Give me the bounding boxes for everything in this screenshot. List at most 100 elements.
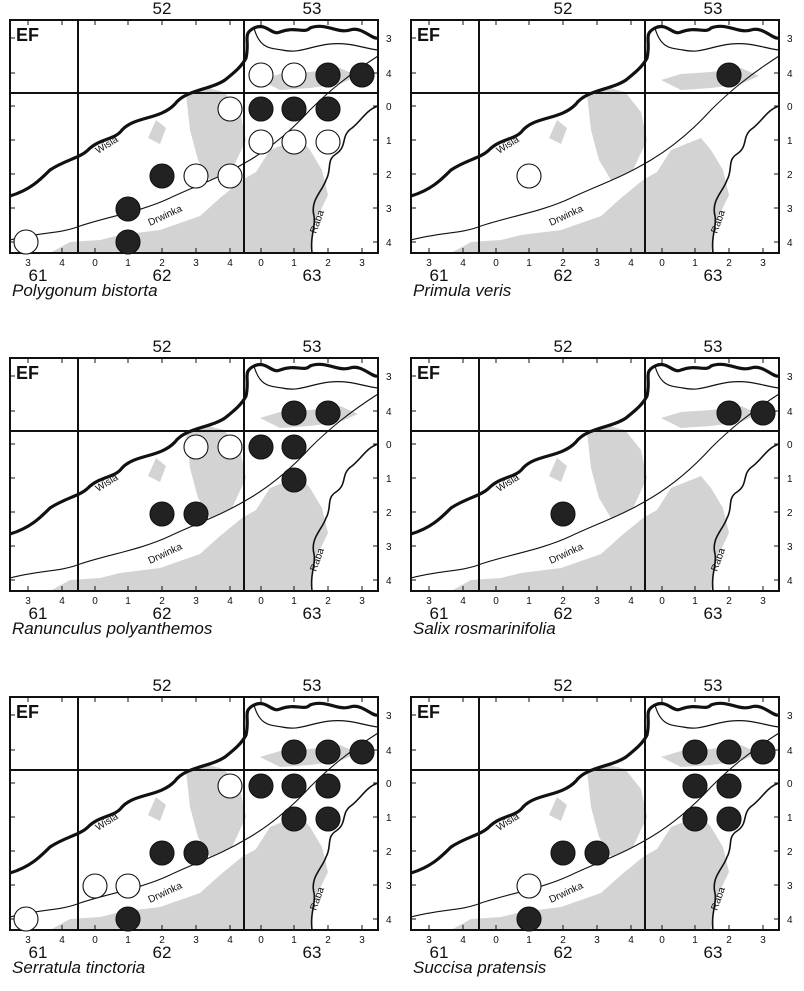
river-raba	[310, 782, 379, 931]
row-tick-label: 1	[787, 813, 793, 824]
record-present-dot	[248, 434, 274, 460]
column-tick-label: 4	[460, 935, 466, 946]
forest-area	[50, 745, 358, 930]
column-tick-label: 0	[258, 935, 264, 946]
row-tick-label: 3	[386, 881, 392, 892]
column-tick-label: 0	[493, 258, 499, 269]
river-wisla	[9, 24, 379, 198]
row-tick-label: 3	[386, 711, 392, 722]
column-tick-label: 2	[560, 935, 566, 946]
column-tick-label: 3	[594, 258, 600, 269]
row-tick-label: 4	[787, 69, 793, 80]
column-tick-label: 3	[193, 258, 199, 269]
map-frame	[9, 696, 379, 931]
row-tick-label: 3	[787, 881, 793, 892]
column-tick-label: 3	[359, 258, 365, 269]
record-historical-dot	[217, 773, 243, 799]
river-label-wisla: Wisla	[94, 472, 121, 495]
major-row-label: 62	[153, 604, 172, 623]
column-tick-label: 3	[193, 596, 199, 607]
record-present-dot	[248, 773, 274, 799]
species-caption: Primula veris	[413, 281, 512, 300]
major-row-label: 63	[704, 266, 723, 285]
river-wisla	[410, 701, 780, 875]
row-tick-label: 1	[787, 136, 793, 147]
column-tick-label: 1	[692, 596, 698, 607]
row-tick-label: 4	[787, 576, 793, 587]
river-wisla	[9, 362, 379, 536]
record-historical-dot	[516, 163, 542, 189]
record-historical-dot	[183, 434, 209, 460]
record-historical-dot	[516, 873, 542, 899]
record-present-dot	[750, 739, 776, 765]
column-tick-label: 0	[493, 935, 499, 946]
column-tick-label: 4	[59, 258, 65, 269]
row-tick-label: 4	[386, 576, 392, 587]
river-raba	[310, 443, 379, 592]
row-tick-label: 2	[787, 847, 793, 858]
record-present-dot	[315, 400, 341, 426]
major-row-label: 63	[303, 943, 322, 962]
column-tick-label: 3	[193, 935, 199, 946]
map-frame	[410, 696, 780, 931]
row-tick-label: 3	[787, 34, 793, 45]
major-row-label: 62	[554, 266, 573, 285]
column-tick-label: 2	[159, 258, 165, 269]
record-historical-dot	[248, 129, 274, 155]
column-tick-label: 3	[359, 596, 365, 607]
row-tick-label: 0	[787, 102, 793, 113]
column-tick-label: 2	[726, 935, 732, 946]
record-historical-dot	[315, 129, 341, 155]
major-row-label: 63	[303, 604, 322, 623]
record-present-dot	[281, 467, 307, 493]
column-tick-label: 4	[628, 596, 634, 607]
row-tick-label: 4	[386, 69, 392, 80]
major-column-label: 52	[153, 677, 172, 695]
row-tick-label: 4	[386, 238, 392, 249]
grid-square-label: EF	[16, 363, 39, 383]
record-present-dot	[281, 400, 307, 426]
major-row-label: 61	[430, 604, 449, 623]
major-column-label: 52	[554, 677, 573, 695]
column-tick-label: 3	[25, 258, 31, 269]
column-tick-label: 3	[359, 935, 365, 946]
record-present-dot	[516, 906, 542, 932]
record-present-dot	[349, 62, 375, 88]
column-tick-label: 0	[258, 258, 264, 269]
row-tick-label: 4	[386, 746, 392, 757]
river-raba	[711, 782, 780, 931]
row-tick-label: 2	[787, 508, 793, 519]
record-historical-dot	[248, 62, 274, 88]
record-historical-dot	[217, 163, 243, 189]
grid-square-label: EF	[417, 25, 440, 45]
column-tick-label: 2	[325, 596, 331, 607]
column-tick-label: 1	[291, 596, 297, 607]
column-tick-label: 2	[726, 596, 732, 607]
major-row-label: 63	[704, 943, 723, 962]
row-tick-label: 4	[787, 238, 793, 249]
column-tick-label: 3	[426, 935, 432, 946]
record-present-dot	[349, 739, 375, 765]
column-tick-label: 1	[526, 258, 532, 269]
river-wisla	[9, 701, 379, 875]
column-tick-label: 4	[628, 258, 634, 269]
row-tick-label: 4	[386, 915, 392, 926]
forest-area	[451, 745, 759, 930]
column-tick-label: 2	[159, 596, 165, 607]
river-label-wisla: Wisla	[495, 811, 522, 834]
column-tick-label: 4	[59, 935, 65, 946]
column-tick-label: 0	[258, 596, 264, 607]
major-column-label: 52	[153, 0, 172, 18]
major-column-label: 53	[704, 338, 723, 356]
column-tick-label: 3	[426, 596, 432, 607]
major-row-label: 61	[430, 943, 449, 962]
row-tick-label: 2	[386, 170, 392, 181]
column-tick-label: 0	[659, 258, 665, 269]
row-tick-label: 0	[787, 440, 793, 451]
major-row-label: 62	[153, 266, 172, 285]
record-historical-dot	[217, 434, 243, 460]
river-label-wisla: Wisla	[94, 134, 121, 157]
